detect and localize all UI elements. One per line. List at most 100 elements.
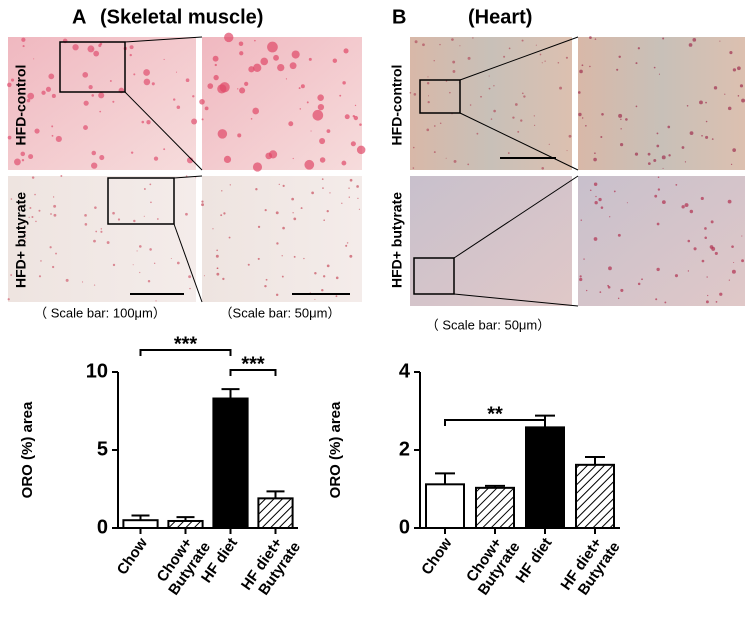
- stain: [732, 68, 737, 72]
- stain: [98, 43, 102, 48]
- stain: [426, 128, 430, 132]
- stain: [332, 58, 338, 63]
- stain: [153, 156, 159, 161]
- stain: [583, 258, 585, 260]
- stain: [647, 152, 651, 156]
- stain: [687, 270, 690, 272]
- y-tick-label: 10: [86, 360, 108, 382]
- stain: [143, 78, 151, 86]
- stain: [51, 93, 56, 98]
- stain: [667, 125, 671, 129]
- stain: [93, 50, 100, 57]
- stain: [203, 275, 205, 277]
- stain: [20, 151, 26, 157]
- stain: [156, 218, 159, 220]
- stain: [48, 73, 55, 80]
- stain: [300, 84, 305, 89]
- stain: [341, 202, 343, 204]
- stain: [293, 255, 296, 258]
- row-label: HFD-control: [13, 65, 29, 146]
- micrograph: [202, 37, 362, 170]
- stain: [523, 95, 526, 98]
- stain: [599, 291, 602, 293]
- stain: [237, 88, 239, 90]
- stain: [52, 196, 55, 198]
- stain: [426, 82, 430, 85]
- stain: [281, 275, 284, 278]
- stain: [452, 70, 456, 73]
- stain: [216, 267, 219, 269]
- stain: [701, 259, 705, 263]
- stain: [488, 87, 491, 90]
- stain: [618, 55, 621, 59]
- stain: [53, 213, 57, 217]
- stain: [493, 85, 495, 87]
- stain: [741, 98, 746, 103]
- stain: [568, 134, 572, 138]
- stain: [508, 47, 511, 50]
- stain: [681, 205, 685, 209]
- stain: [275, 293, 279, 297]
- stain: [83, 100, 89, 106]
- y-tick-label: 0: [399, 516, 410, 538]
- stain: [222, 277, 225, 281]
- stain: [705, 135, 709, 139]
- stain: [244, 81, 249, 87]
- stain: [163, 58, 165, 61]
- stain: [306, 101, 309, 104]
- significance-bracket: [229, 369, 277, 376]
- error-bar: [131, 514, 150, 521]
- stain: [247, 263, 250, 266]
- stain: [24, 237, 26, 239]
- stain: [88, 85, 93, 90]
- stain: [350, 141, 356, 147]
- stain: [224, 32, 234, 43]
- stain: [593, 157, 597, 162]
- stain: [480, 95, 482, 98]
- stain: [93, 239, 96, 243]
- stain: [517, 130, 520, 133]
- stain: [138, 245, 142, 248]
- stain: [14, 158, 21, 166]
- stain: [520, 119, 523, 122]
- stain: [445, 157, 447, 159]
- stain: [653, 66, 656, 69]
- stain: [620, 288, 624, 292]
- stain: [539, 53, 542, 56]
- stain: [705, 120, 708, 123]
- stain: [600, 206, 604, 209]
- stain: [141, 120, 145, 124]
- stain: [100, 228, 103, 230]
- stain: [24, 240, 26, 243]
- stain: [22, 45, 25, 48]
- stain: [657, 188, 661, 191]
- stain: [728, 279, 730, 281]
- stain: [82, 71, 89, 78]
- stain: [51, 125, 54, 128]
- stain: [715, 301, 718, 303]
- stain: [503, 55, 506, 58]
- stain: [28, 154, 34, 160]
- stain: [201, 200, 204, 203]
- stain: [343, 48, 349, 54]
- stain: [260, 57, 269, 66]
- stain: [346, 242, 349, 244]
- stain: [72, 44, 79, 51]
- stain: [704, 236, 707, 239]
- panel-title: (Heart): [468, 6, 532, 28]
- stain: [352, 115, 356, 118]
- stain: [143, 215, 145, 217]
- stain: [741, 259, 744, 263]
- stain: [291, 197, 294, 201]
- stain: [713, 86, 718, 90]
- stain: [277, 63, 285, 72]
- panel-title: (Skeletal muscle): [100, 6, 263, 28]
- stain: [189, 287, 191, 290]
- stain: [732, 148, 736, 152]
- stain: [109, 79, 112, 82]
- stain: [28, 216, 30, 218]
- stain: [7, 82, 12, 88]
- stain: [687, 239, 691, 243]
- stain: [49, 246, 52, 249]
